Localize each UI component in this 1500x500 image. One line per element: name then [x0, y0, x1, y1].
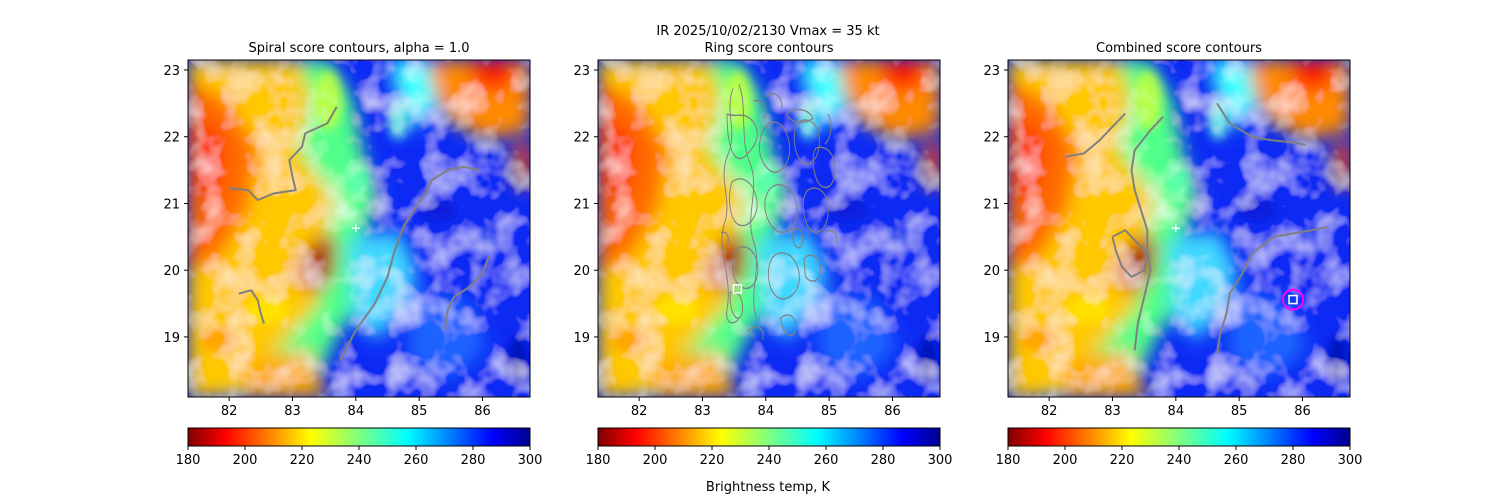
colorbar-tick-label: 200 [233, 453, 258, 468]
panel-spiral: Spiral score contours, alpha = 1.0 82 83 84… [163, 41, 542, 468]
y-tick-label: 19 [163, 331, 180, 346]
colorbar-tick-label: 240 [1167, 453, 1192, 468]
x-tick-label: 83 [694, 404, 711, 419]
y-tick-label: 19 [983, 331, 1000, 346]
colorbar-tick-label: 180 [176, 453, 201, 468]
colorbar-tick-label: 300 [1338, 453, 1363, 468]
y-tick-label: 22 [983, 131, 1000, 146]
y-tick-label: 23 [983, 64, 1000, 79]
colorbar-tick-label: 200 [1053, 453, 1078, 468]
colorbar-tick-label: 200 [643, 453, 668, 468]
colorbar [597, 427, 941, 447]
x-tick-label: 85 [411, 404, 428, 419]
panel-title: Combined score contours [1096, 41, 1262, 56]
colorbar-tick-label: 180 [586, 453, 611, 468]
colorbar-tick-label: 280 [1281, 453, 1306, 468]
storm-center-marker [1171, 224, 1180, 233]
x-tick-label: 84 [1168, 404, 1185, 419]
y-tick-label: 20 [983, 264, 1000, 279]
ring-center-marker [1288, 294, 1298, 305]
colorbar-label: Brightness temp, K [706, 480, 831, 495]
x-tick-label: 86 [1294, 404, 1311, 419]
panel-combined: Combined score contours 82 83 84 85 86 19 20 21 2… [983, 41, 1362, 468]
ring-center-circle [1282, 288, 1304, 311]
combined-contour-4 [1216, 225, 1329, 354]
spiral-contour-3 [443, 256, 490, 331]
x-tick-label: 86 [884, 404, 901, 419]
y-tick-label: 22 [163, 131, 180, 146]
spiral-contour-2 [339, 165, 480, 361]
colorbar-tick-label: 280 [871, 453, 896, 468]
panel-title: Spiral score contours, alpha = 1.0 [248, 41, 469, 56]
combined-contour-1 [1064, 112, 1126, 158]
colorbar-tick-label: 220 [1110, 453, 1135, 468]
x-tick-label: 86 [474, 404, 491, 419]
y-tick-label: 21 [163, 197, 180, 212]
colorbar [1007, 427, 1351, 447]
x-tick-label: 85 [1231, 404, 1248, 419]
combined-contour-5 [1216, 102, 1306, 146]
axes-frame [1007, 59, 1351, 398]
axes-frame [187, 59, 531, 398]
colorbar-tick-label: 300 [928, 453, 953, 468]
x-tick-label: 82 [1041, 404, 1058, 419]
colorbar-tick-label: 260 [1224, 453, 1249, 468]
x-tick-label: 82 [631, 404, 648, 419]
x-tick-label: 84 [758, 404, 775, 419]
colorbar-tick-label: 180 [996, 453, 1021, 468]
y-tick-label: 19 [573, 331, 590, 346]
y-tick-label: 23 [573, 64, 590, 79]
colorbar-tick-label: 220 [700, 453, 725, 468]
colorbar-tick-label: 240 [347, 453, 372, 468]
x-tick-label: 83 [284, 404, 301, 419]
x-tick-label: 82 [221, 404, 238, 419]
y-tick-label: 22 [573, 131, 590, 146]
ring-center-marker [732, 284, 743, 294]
ir-image [1008, 60, 1350, 397]
storm-center-marker [351, 224, 360, 233]
colorbar-tick-label: 240 [757, 453, 782, 468]
ir-image [598, 60, 940, 397]
y-tick-label: 20 [163, 264, 180, 279]
axes-frame [597, 59, 941, 398]
spiral-contour-4 [238, 289, 265, 324]
x-tick-label: 83 [1104, 404, 1121, 419]
combined-contour-2 [1130, 116, 1164, 351]
colorbar-tick-label: 260 [404, 453, 429, 468]
x-tick-label: 84 [348, 404, 365, 419]
colorbar-tick-label: 260 [814, 453, 839, 468]
y-tick-label: 21 [983, 197, 1000, 212]
y-tick-label: 21 [573, 197, 590, 212]
panel-title: Ring score contours [704, 41, 833, 56]
spiral-contour-1 [229, 106, 338, 202]
y-tick-label: 20 [573, 264, 590, 279]
panel-ring: Ring score contours 82 83 84 85 86 19 20 21 22 23 1… [573, 41, 952, 468]
colorbar-tick-label: 220 [290, 453, 315, 468]
colorbar [187, 427, 531, 447]
colorbar-tick-label: 300 [518, 453, 543, 468]
y-tick-label: 23 [163, 64, 180, 79]
colorbar-tick-label: 280 [461, 453, 486, 468]
ir-image [188, 60, 530, 397]
x-tick-label: 85 [821, 404, 838, 419]
figure-suptitle: IR 2025/10/02/2130 Vmax = 35 kt [656, 24, 879, 39]
combined-contour-3 [1111, 229, 1149, 278]
